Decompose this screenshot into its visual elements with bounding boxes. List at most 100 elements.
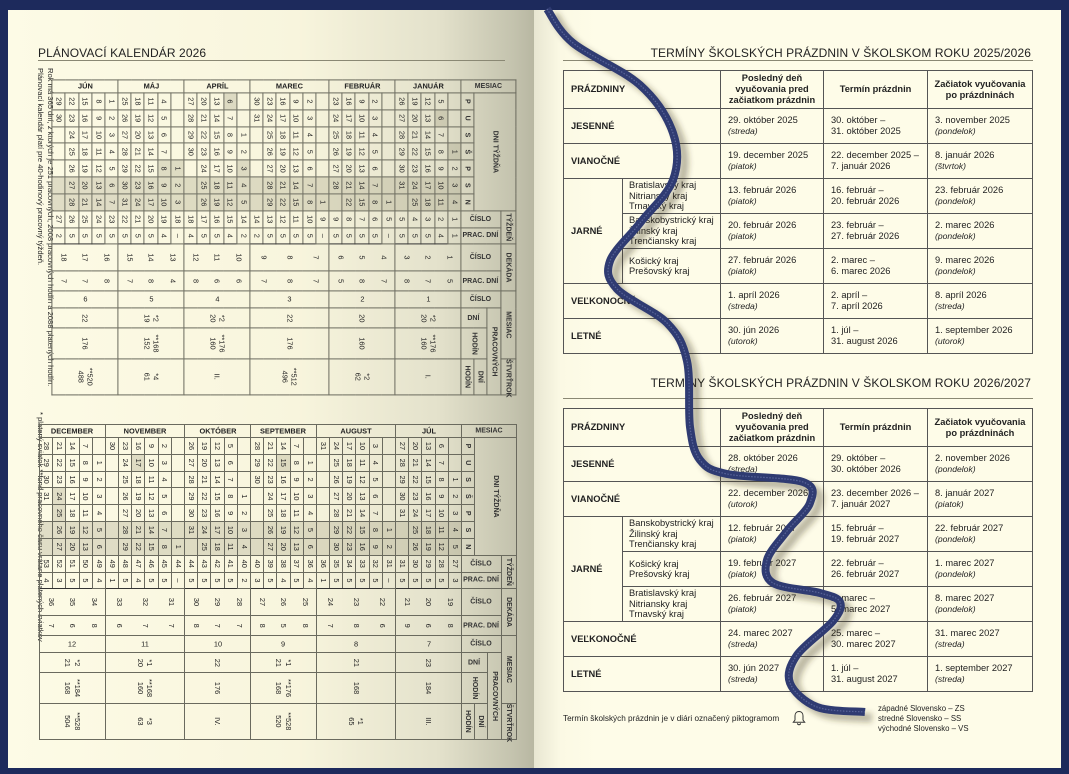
- day-cell: [249, 160, 264, 177]
- day-cell: 19: [210, 193, 224, 211]
- decade-number: 22: [377, 597, 387, 606]
- right-page: TERMÍNY ŠKOLSKÝCH PRÁZDNIN V ŠKOLSKOM RO…: [534, 10, 1061, 768]
- start-cell: 8. január 2026 (štvrtok): [927, 143, 1034, 179]
- week-number: 27: [52, 210, 66, 228]
- day-cell: 22: [131, 537, 145, 555]
- day-cell: 14: [289, 176, 303, 194]
- date: 26. február 2027: [728, 593, 797, 603]
- weekday: (streda): [935, 674, 965, 684]
- week-workdays: 5: [395, 571, 409, 588]
- quarter-summary: **520 488: [52, 358, 119, 395]
- date: 31. október 2025: [831, 126, 901, 136]
- day-cell: [104, 487, 119, 505]
- decade-numbers: 31 32 33: [104, 587, 185, 616]
- month-workhours: **176 168: [250, 672, 316, 703]
- decade-number: 14: [146, 253, 156, 262]
- day-cell: 21: [342, 504, 356, 522]
- decade-number: 24: [325, 597, 335, 606]
- day-cell: [381, 126, 395, 144]
- day-cell: 3: [236, 521, 250, 538]
- day-cell: 10: [434, 504, 448, 522]
- week-workdays: 5: [408, 227, 422, 244]
- weekday: (streda): [728, 639, 758, 649]
- day-cell: [249, 143, 264, 161]
- date: 7. január 2027: [831, 499, 891, 509]
- day-cell: 8: [78, 453, 92, 471]
- day-cell: 19: [197, 437, 211, 454]
- decade-workday-count: 6: [212, 279, 222, 284]
- day-cell: 14: [421, 453, 435, 471]
- day-cell: 13: [210, 453, 224, 471]
- day-cell: [236, 453, 250, 471]
- decade-workday-count-group: 7 7 6: [105, 616, 183, 635]
- day-cell: 18: [131, 470, 145, 488]
- month-workhour-count-group: 176: [250, 329, 328, 358]
- decade-workday-count: 6: [234, 279, 244, 284]
- header-weekday: P: [461, 437, 474, 454]
- day-cell: 25: [408, 193, 422, 211]
- month-name: FEBRUÁR: [329, 79, 395, 93]
- day-cell: 9: [78, 470, 92, 488]
- week-number: 21: [131, 210, 145, 228]
- date: 8. január 2027: [935, 488, 995, 498]
- month-workhour-count: 176: [80, 337, 90, 350]
- start-cell: 1. september 2026 (utorok): [927, 318, 1034, 354]
- day-cell: 8: [157, 537, 171, 555]
- day-cell: 24: [408, 504, 422, 522]
- day-cell: 5: [157, 109, 171, 127]
- decade-number: 26: [278, 597, 288, 606]
- weekday: (pondelok): [935, 464, 976, 474]
- day-cell: 22: [342, 521, 356, 538]
- quarter-summary: *3 63: [104, 702, 185, 739]
- decade-number: 33: [114, 597, 124, 606]
- week-number: 12: [276, 210, 290, 228]
- decade-workdays: 4 8 7: [118, 271, 184, 292]
- date: 2. apríl –: [831, 290, 868, 300]
- holiday-row: JARNÉ Bratislavský kraj Nitriansky kraj Trn…: [563, 178, 1034, 284]
- month-workhour-count-group: **176 160: [184, 329, 249, 358]
- week-number: 41: [223, 554, 237, 572]
- day-cell: 12: [210, 437, 224, 454]
- day-cell: 29: [263, 193, 277, 211]
- week-workdays: 5: [342, 571, 356, 588]
- quarter-value: 504: [62, 714, 72, 728]
- day-cell: 14: [91, 193, 105, 211]
- week-workdays: 5: [223, 571, 237, 588]
- day-cell: [381, 504, 396, 522]
- day-cell: 14: [144, 143, 158, 161]
- quarter-value-group: **528 520: [251, 703, 316, 738]
- decade-workday-count: 8: [402, 279, 412, 284]
- week-workdays: 4: [302, 571, 316, 588]
- day-cell: 13: [289, 160, 303, 177]
- holiday-row: Košický kraj Prešovský kraj 19. február 20…: [564, 551, 1034, 587]
- month-name-label: SEPTEMBER: [259, 425, 306, 435]
- holiday-name: LETNÉ: [562, 656, 722, 692]
- holiday-row: LETNÉ 30. jún 2026 (utorok) 1. júl –31. aug…: [562, 318, 1034, 354]
- quarter-summary: II.: [183, 358, 250, 395]
- last-day-cell: 19. december 2025 (piatok): [720, 143, 825, 179]
- month-workhour-count-group: 160: [330, 329, 395, 358]
- day-cell: 4: [447, 193, 461, 211]
- start-cell: 8. január 2027 (piatok): [927, 481, 1034, 517]
- day-cell: 7: [434, 126, 448, 144]
- header-weekday: N: [460, 193, 474, 211]
- day-cell: [447, 453, 461, 471]
- day-cell: [315, 109, 330, 127]
- month-workdays: 20: [329, 308, 395, 329]
- day-cell: 17: [342, 437, 356, 454]
- month-number: 1: [394, 291, 461, 309]
- day-cell: [170, 470, 185, 488]
- day-cell: 27: [184, 453, 198, 471]
- day-cell: 27: [65, 176, 79, 194]
- day-cell: [381, 109, 395, 127]
- day-cell: 17: [421, 504, 435, 522]
- start-cell: 23. február 2026 (pondelok): [927, 178, 1034, 214]
- month-workday-count: *1: [144, 658, 154, 666]
- day-cell: 25: [329, 453, 343, 471]
- term-cell: 1. júl –31. august 2026: [823, 318, 929, 354]
- holiday-name: JESENNÉ: [562, 446, 722, 482]
- header-decade-number: ČÍSLO: [460, 243, 501, 272]
- header-start: Začiatok vyučovania po prázdninách: [927, 408, 1034, 447]
- decade-workdays: 7 8 7: [249, 271, 330, 292]
- day-cell: [170, 487, 185, 505]
